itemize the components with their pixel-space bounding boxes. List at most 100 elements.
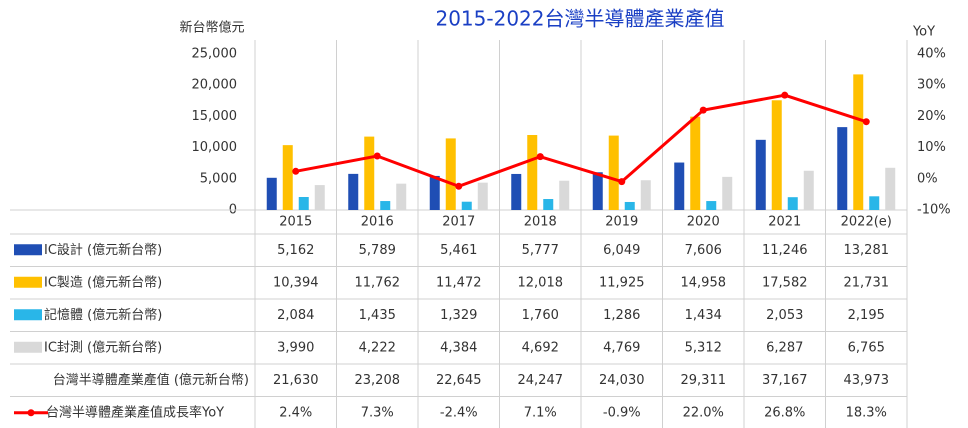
table-value: 14,958 [681,275,727,290]
x-tick-label: 2015 [279,215,312,230]
bar [380,201,391,210]
bar [396,183,407,210]
table-value: 43,973 [844,373,890,388]
table-value: 18.3% [846,405,887,420]
table-value: 7.3% [361,405,394,420]
table-value: 2,195 [848,308,885,323]
table-value: 11,246 [762,243,808,258]
bar [511,173,522,210]
y-tick-label: 15,000 [192,109,238,124]
x-tick-label: 2018 [524,215,557,230]
table-value: 13,281 [844,243,890,258]
x-tick-label: 2019 [605,215,638,230]
table-value: 37,167 [762,373,808,388]
bar [722,176,733,210]
y-tick-label: 20,000 [192,78,238,93]
line [295,93,867,188]
legend-label: IC製造 (億元新台幣) [44,274,162,290]
table-value: 1,286 [603,308,640,323]
bar [266,177,277,210]
bar [348,173,359,210]
line-marker [862,118,870,126]
row-label: 台灣半導體產業產值 (億元新台幣) [53,372,249,388]
bar [640,180,651,210]
table-value: 12,018 [518,275,564,290]
y-tick-label: 5,000 [200,171,237,186]
legend-swatch [14,244,42,256]
table-value: 6,765 [848,340,885,355]
table-value: 11,925 [599,275,645,290]
table-value: 6,287 [766,340,803,355]
table-value: 17,582 [762,275,808,290]
table-value: -2.4% [440,405,478,420]
bar [837,127,848,210]
table-value: 4,769 [603,340,640,355]
line-marker [781,91,789,99]
y-axis-label: 新台幣億元 [179,20,244,36]
table-value: 11,472 [436,275,482,290]
y-tick-label: 25,000 [192,47,238,62]
table-value: 2,053 [766,308,803,323]
legend-label: IC設計 (億元新台幣) [44,242,162,258]
line-marker [455,182,463,190]
table-value: 22.0% [683,405,724,420]
bar [608,135,619,210]
line-marker [373,152,381,160]
table-value: 7,606 [685,243,722,258]
bar [771,100,782,210]
bar [282,145,293,210]
y2-tick-label: -10% [917,203,951,218]
legend-label: IC封測 (億元新台幣) [44,339,162,355]
table-value: 4,222 [359,340,396,355]
line-marker [536,153,544,161]
table-value: 24,030 [599,373,645,388]
legend-label: 台灣半導體產業產值成長率YoY [46,404,224,420]
legend-swatch [14,276,42,288]
bar [314,185,325,210]
table-value: 1,760 [522,308,559,323]
bar [461,201,472,210]
table-value: 24,247 [518,373,564,388]
bar [869,196,880,210]
legend-swatch [14,341,42,353]
table-value: 5,162 [277,243,314,258]
table-value: 4,384 [440,340,477,355]
bar [559,180,570,210]
bar [527,135,538,210]
bar [445,138,456,210]
table-value: -0.9% [603,405,641,420]
table-value: 6,049 [603,243,640,258]
bar [429,175,440,210]
table-value: 1,434 [685,308,722,323]
table-value: 5,312 [685,340,722,355]
table-value: 23,208 [355,373,401,388]
bar [787,197,798,210]
table-value: 11,762 [355,275,401,290]
x-tick-label: 2022(e) [841,215,892,230]
bar [624,201,635,210]
bar [592,172,603,210]
y2-tick-label: 40% [917,47,946,62]
bar [803,170,814,210]
table-value: 4,692 [522,340,559,355]
table-value: 21,630 [273,373,319,388]
legend-swatch [27,409,35,417]
y2-tick-label: 0% [917,171,938,186]
table-value: 10,394 [273,275,319,290]
bar [477,182,488,210]
bar [853,74,864,210]
legend-swatch [14,309,42,321]
legend-label: 記憶體 (億元新台幣) [44,307,162,323]
table-value: 1,329 [440,308,477,323]
x-tick-label: 2021 [768,215,801,230]
table-value: 29,311 [681,373,727,388]
line-marker [699,106,707,114]
x-tick-label: 2020 [687,215,720,230]
bar [298,196,309,210]
bar [674,162,685,210]
table-value: 5,461 [440,243,477,258]
bar [706,201,717,210]
table-value: 7.1% [524,405,557,420]
bar [543,199,554,210]
